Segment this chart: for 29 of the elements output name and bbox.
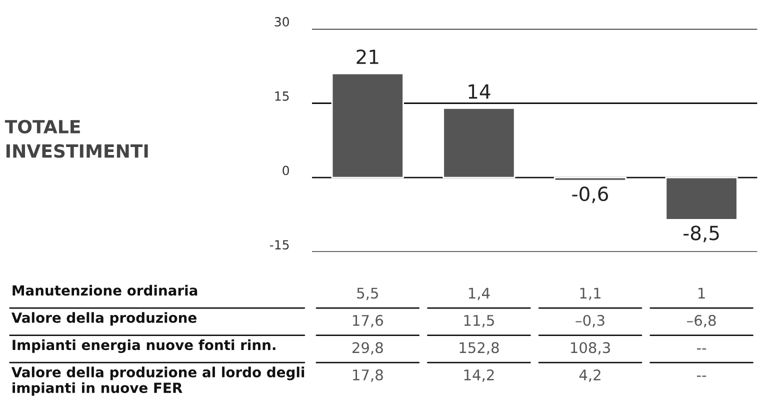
text: 29,8	[352, 342, 383, 355]
text: 14,2	[464, 369, 494, 382]
text: 1,1	[580, 288, 600, 300]
text: 5,5	[357, 288, 378, 300]
text: 152,8	[460, 342, 499, 355]
text: 1,4	[468, 288, 490, 300]
text: –0,3	[576, 314, 604, 328]
data-label: -0,6	[572, 186, 608, 204]
y-axis-title: TOTALE INVESTIMENTI	[4, 120, 148, 158]
text: 11,5	[464, 315, 494, 328]
text: 108,3	[570, 342, 610, 355]
category-label: Impianti energia nuove fonti rinn.	[12, 339, 276, 353]
category-label: Manutenzione ordinaria	[12, 284, 198, 296]
data-label: 14	[468, 84, 490, 99]
y-tick-label: -15	[270, 240, 289, 250]
text: –6,8	[687, 314, 716, 328]
category-label: Valore della produzione al lordo degli impianti in nuove FER	[11, 366, 304, 396]
y-tick-label: 30	[274, 17, 289, 26]
data-label: 21	[356, 49, 378, 64]
category-label: Valore della produzione	[11, 312, 196, 326]
text: 1	[698, 288, 705, 298]
text: --	[697, 376, 706, 377]
y-tick-label: 15	[275, 92, 289, 101]
text: 17,8	[353, 369, 383, 382]
y-tick-label: 0	[282, 166, 289, 176]
data-label: -8,5	[684, 226, 719, 242]
text: 17,6	[353, 314, 383, 328]
text: --	[697, 348, 706, 350]
text: 4,2	[579, 369, 600, 382]
